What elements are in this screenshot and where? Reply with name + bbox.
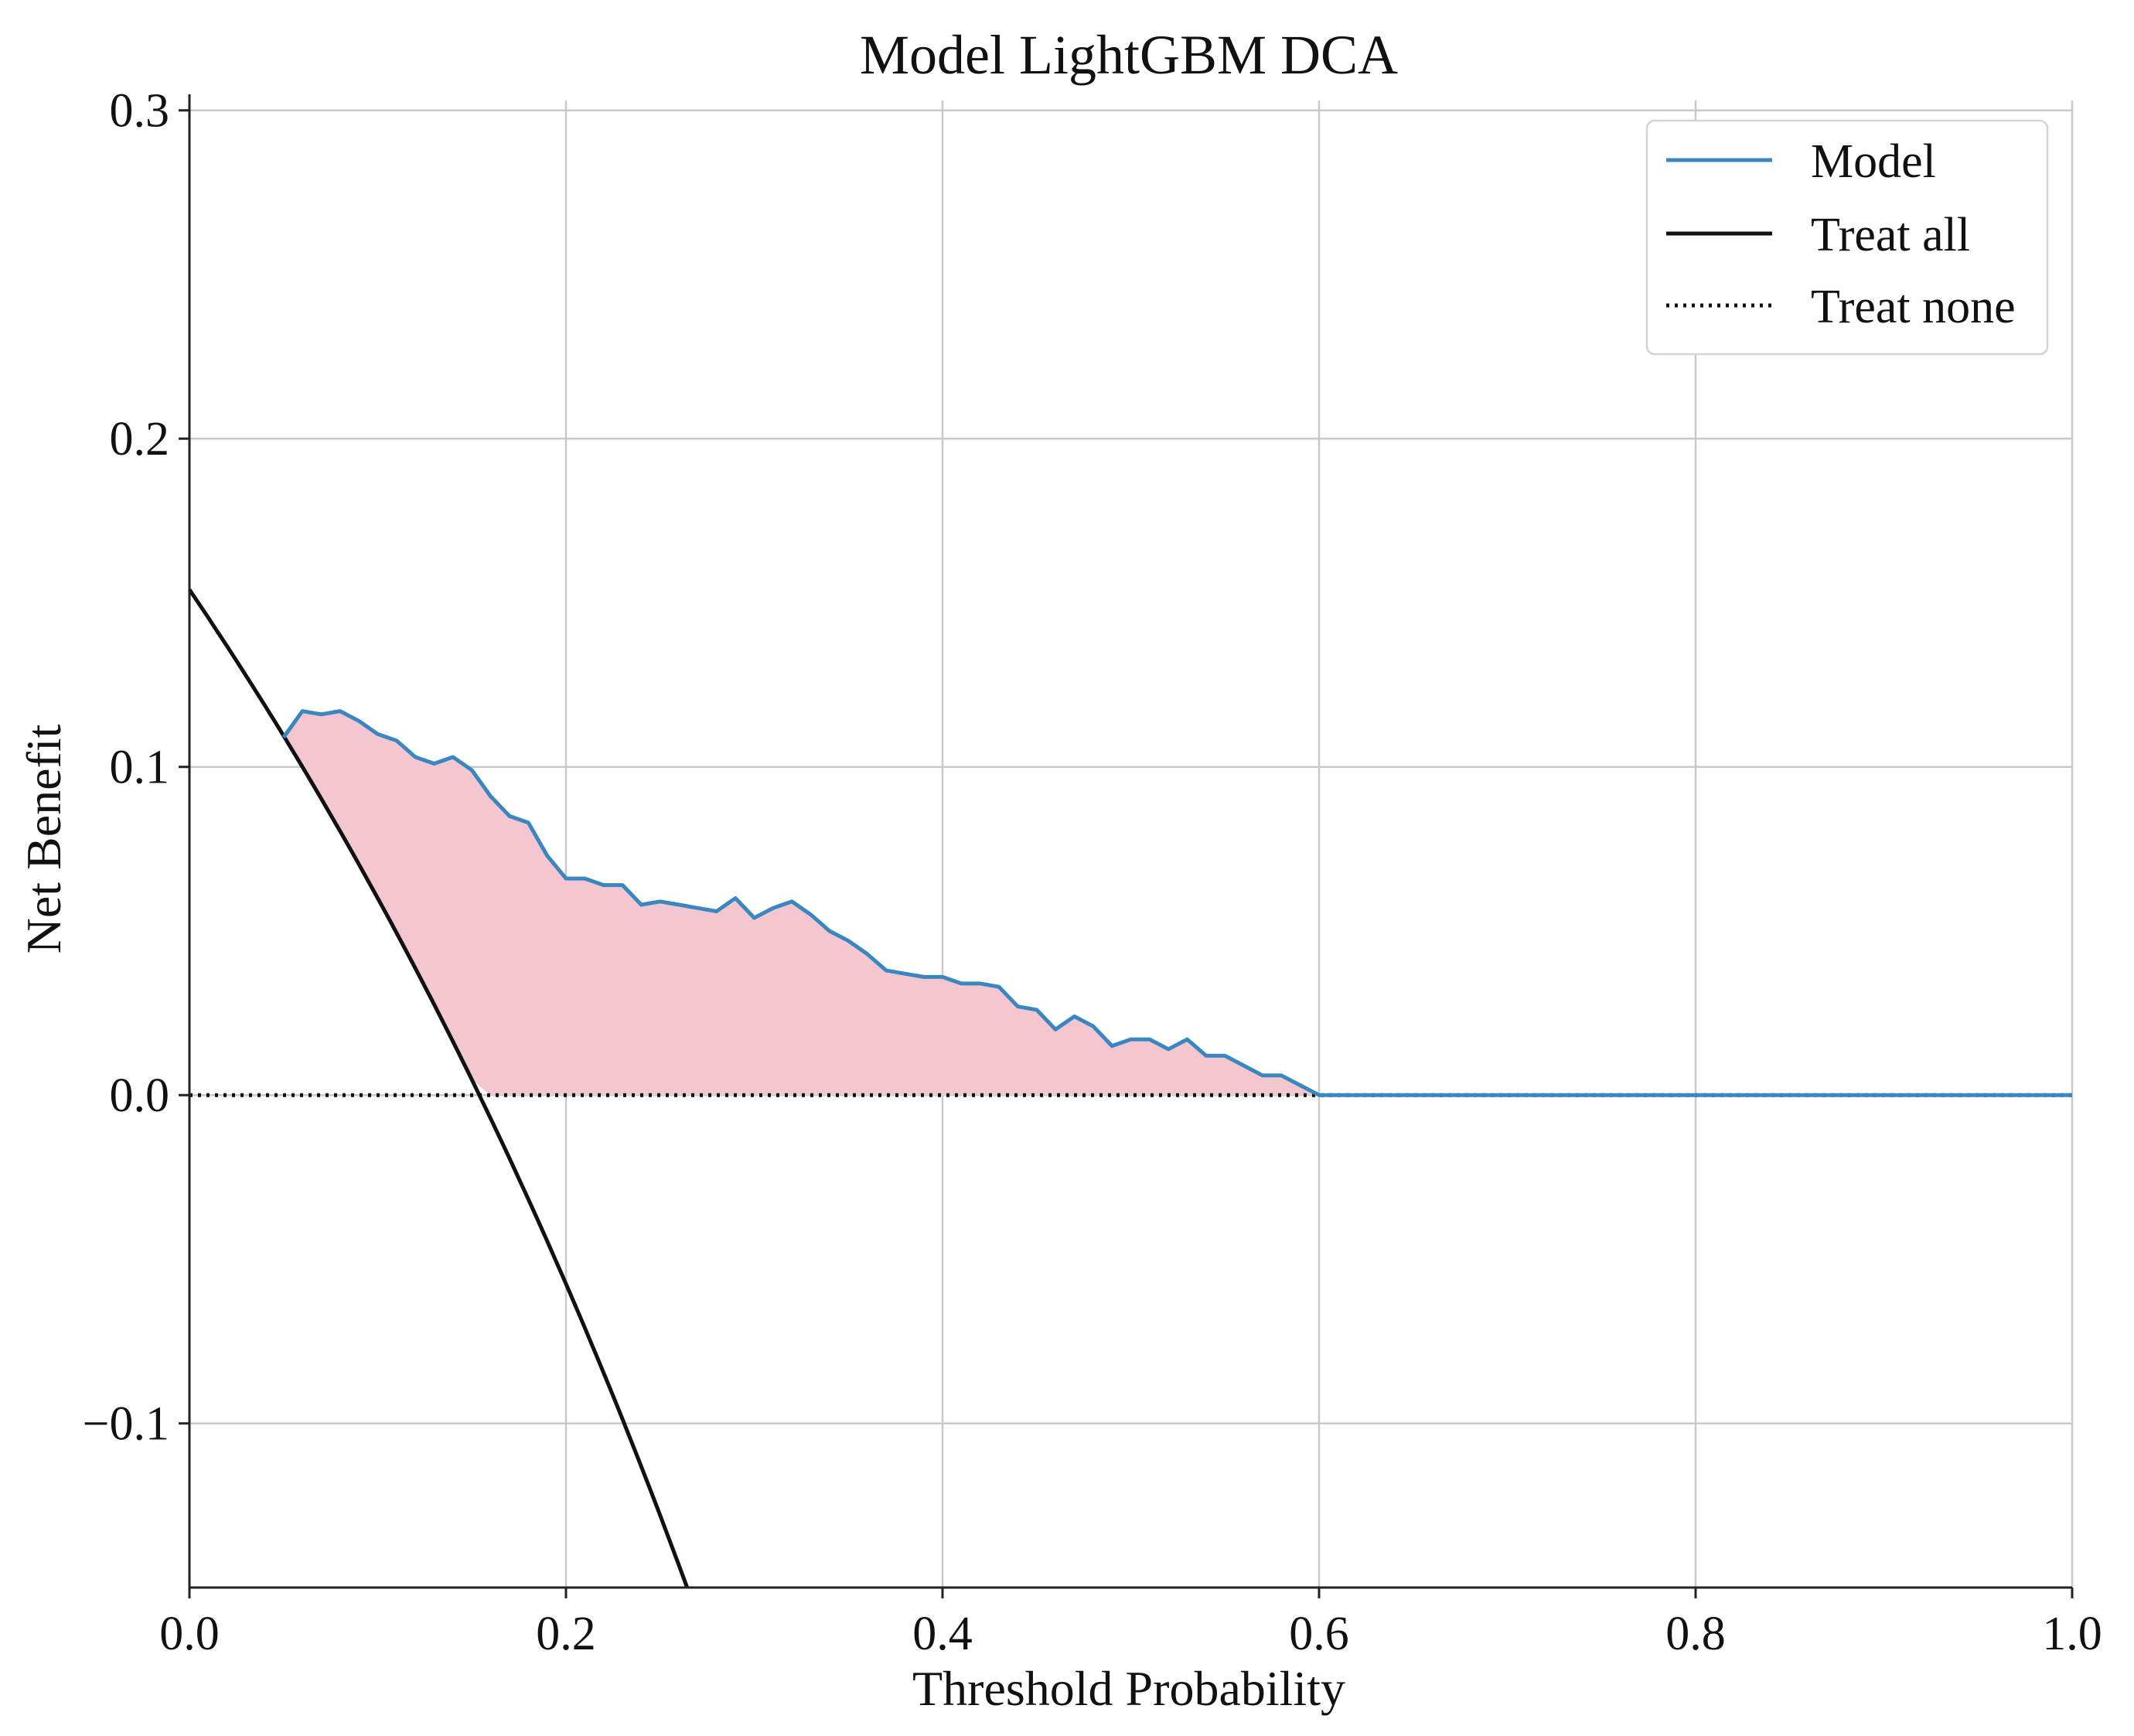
chart-title: Model LightGBM DCA [860, 24, 1398, 86]
legend-label-treat-all: Treat all [1811, 209, 1970, 261]
x-tick-label: 0.0 [159, 1608, 220, 1660]
y-tick-label: 0.0 [110, 1069, 170, 1122]
y-tick-label: 0.2 [110, 413, 170, 466]
legend-box [1645, 119, 2049, 356]
x-tick-label: 0.8 [1665, 1608, 1726, 1660]
y-axis-ticks: −0.1 0.0 0.1 0.2 0.3 [83, 85, 189, 1451]
x-tick-label: 0.6 [1289, 1608, 1349, 1660]
y-tick-label: 0.3 [110, 85, 170, 138]
y-tick-label: −0.1 [83, 1398, 169, 1451]
x-axis-ticks: 0.0 0.2 0.4 0.6 0.8 1.0 [159, 1588, 2102, 1660]
legend: Model Treat all Treat none [1645, 119, 2049, 356]
y-tick-label: 0.1 [110, 742, 170, 794]
x-tick-label: 0.2 [536, 1608, 596, 1660]
series-lines [187, 588, 2072, 1588]
x-axis-label: Threshold Probability [912, 1661, 1345, 1716]
series-line-treat-all [187, 588, 690, 1588]
y-axis-label: Net Benefit [16, 724, 71, 953]
legend-label-treat-none: Treat none [1811, 281, 2016, 333]
legend-label-model: Model [1811, 135, 1936, 188]
grid-lines [188, 101, 2074, 1588]
x-tick-label: 1.0 [2042, 1608, 2102, 1660]
series-line-model [281, 709, 2072, 1097]
x-tick-label: 0.4 [912, 1608, 973, 1660]
net-benefit-fill-area [283, 711, 1319, 1096]
